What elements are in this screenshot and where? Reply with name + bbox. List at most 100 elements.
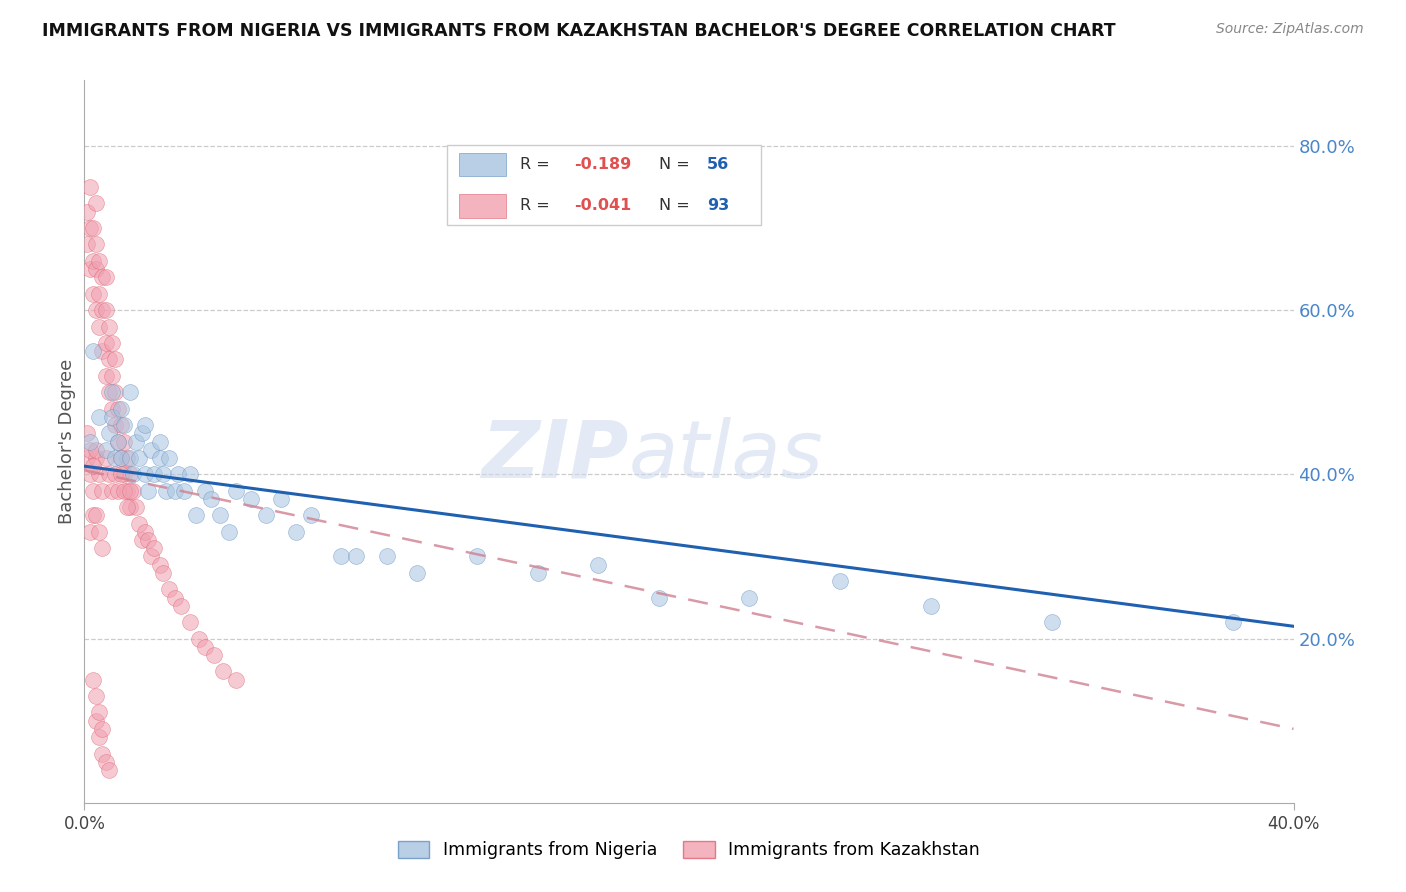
Text: R =: R =: [520, 157, 554, 171]
Point: [91, 747, 114, 761]
Point: [406, 566, 429, 580]
Point: [110, 450, 132, 465]
Point: [118, 483, 141, 498]
Point: [100, 368, 122, 383]
Point: [89, 730, 111, 744]
Point: [115, 450, 138, 465]
Point: [94, 270, 117, 285]
Point: [270, 491, 292, 506]
Point: [82, 459, 104, 474]
Point: [128, 516, 150, 531]
Point: [79, 442, 101, 457]
Point: [82, 508, 104, 523]
Point: [139, 549, 162, 564]
Point: [115, 500, 138, 515]
Point: [89, 524, 111, 539]
Point: [110, 467, 132, 482]
Text: 93: 93: [707, 199, 730, 213]
Point: [920, 599, 942, 613]
Point: [97, 426, 120, 441]
Point: [738, 591, 761, 605]
Point: [89, 319, 111, 334]
Text: -0.041: -0.041: [574, 199, 631, 213]
Point: [142, 541, 165, 556]
Point: [100, 483, 122, 498]
Text: Source: ZipAtlas.com: Source: ZipAtlas.com: [1216, 22, 1364, 37]
Point: [152, 467, 174, 482]
Point: [76, 237, 98, 252]
Point: [118, 450, 141, 465]
Point: [165, 483, 187, 498]
Text: N =: N =: [659, 157, 695, 171]
Point: [121, 483, 143, 498]
Point: [212, 665, 235, 679]
Point: [179, 615, 201, 630]
Point: [588, 558, 610, 572]
Point: [155, 483, 177, 498]
Point: [200, 491, 222, 506]
Point: [91, 270, 114, 285]
Point: [94, 755, 117, 769]
Point: [104, 467, 127, 482]
Point: [94, 336, 117, 351]
Point: [139, 442, 162, 457]
Point: [86, 237, 108, 252]
Point: [100, 401, 122, 416]
Point: [91, 303, 114, 318]
Point: [79, 467, 101, 482]
Point: [110, 450, 132, 465]
Point: [225, 483, 247, 498]
Point: [86, 196, 108, 211]
Point: [157, 582, 180, 597]
Point: [134, 524, 156, 539]
Point: [186, 508, 208, 523]
Point: [79, 262, 101, 277]
Point: [149, 450, 172, 465]
Point: [86, 689, 108, 703]
FancyBboxPatch shape: [460, 153, 506, 176]
Point: [104, 385, 127, 400]
Point: [79, 180, 101, 194]
FancyBboxPatch shape: [460, 194, 506, 218]
Point: [131, 426, 153, 441]
Point: [76, 204, 98, 219]
Text: -0.189: -0.189: [574, 157, 631, 171]
Point: [79, 221, 101, 235]
Point: [118, 500, 141, 515]
Point: [112, 483, 135, 498]
Point: [202, 648, 225, 662]
Point: [142, 467, 165, 482]
Point: [89, 253, 111, 268]
Point: [82, 253, 104, 268]
Point: [97, 319, 120, 334]
Point: [94, 303, 117, 318]
Point: [107, 434, 129, 449]
Point: [1040, 615, 1063, 630]
Point: [128, 450, 150, 465]
Point: [173, 483, 195, 498]
Point: [76, 450, 98, 465]
Point: [97, 763, 120, 777]
Point: [225, 673, 247, 687]
Point: [89, 286, 111, 301]
Text: IMMIGRANTS FROM NIGERIA VS IMMIGRANTS FROM KAZAKHSTAN BACHELOR'S DEGREE CORRELAT: IMMIGRANTS FROM NIGERIA VS IMMIGRANTS FR…: [42, 22, 1116, 40]
Point: [86, 262, 108, 277]
Point: [1222, 615, 1244, 630]
Point: [112, 434, 135, 449]
Point: [107, 401, 129, 416]
Point: [149, 558, 172, 572]
Point: [149, 434, 172, 449]
Text: R =: R =: [520, 199, 554, 213]
Point: [830, 574, 852, 588]
Point: [330, 549, 353, 564]
Point: [110, 401, 132, 416]
Point: [112, 418, 135, 433]
Point: [100, 385, 122, 400]
Point: [86, 714, 108, 728]
Point: [86, 303, 108, 318]
Point: [82, 344, 104, 359]
Point: [285, 524, 308, 539]
Point: [131, 533, 153, 547]
Point: [91, 722, 114, 736]
Point: [104, 450, 127, 465]
